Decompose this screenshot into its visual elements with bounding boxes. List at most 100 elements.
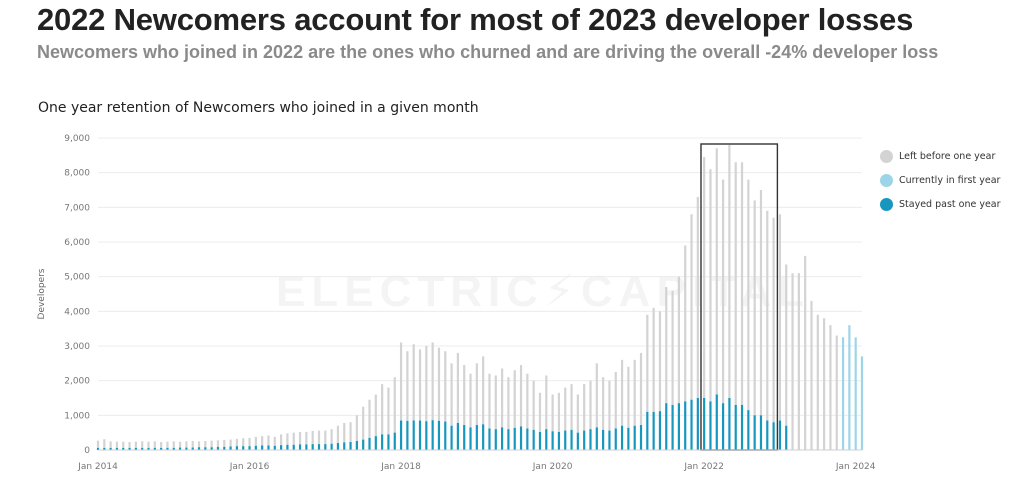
bar-stayed-past-one-year bbox=[513, 427, 516, 450]
bar-left-before-one-year bbox=[178, 441, 182, 448]
bar-stayed-past-one-year bbox=[608, 430, 611, 450]
bar-stayed-past-one-year bbox=[721, 403, 725, 450]
bar-left-before-one-year bbox=[305, 431, 308, 445]
bar-left-before-one-year bbox=[248, 437, 251, 447]
bar-current-in-first-year bbox=[848, 325, 851, 450]
bar-left-before-one-year bbox=[804, 255, 807, 450]
bar-stayed-past-one-year bbox=[210, 447, 213, 450]
bar-left-before-one-year bbox=[576, 394, 579, 433]
bar-stayed-past-one-year bbox=[343, 442, 346, 450]
bar-left-before-one-year bbox=[791, 273, 794, 450]
bar-left-before-one-year bbox=[229, 439, 232, 447]
bar-stayed-past-one-year bbox=[551, 431, 554, 450]
bar-stayed-past-one-year bbox=[576, 432, 579, 450]
bar-left-before-one-year bbox=[216, 440, 220, 447]
bar-left-before-one-year bbox=[235, 438, 239, 447]
bar-stayed-past-one-year bbox=[690, 399, 693, 450]
bar-left-before-one-year bbox=[829, 325, 832, 450]
bar-stayed-past-one-year bbox=[412, 420, 415, 450]
chart-title: One year retention of Newcomers who join… bbox=[38, 100, 479, 116]
bar-left-before-one-year bbox=[570, 384, 573, 430]
bar-left-before-one-year bbox=[677, 276, 680, 404]
bar-stayed-past-one-year bbox=[444, 421, 447, 450]
bar-stayed-past-one-year bbox=[652, 411, 655, 450]
bar-left-before-one-year bbox=[355, 415, 358, 441]
bar-stayed-past-one-year bbox=[330, 443, 333, 450]
bar-left-before-one-year bbox=[475, 363, 478, 426]
bar-left-before-one-year bbox=[595, 363, 598, 428]
bar-left-before-one-year bbox=[488, 373, 491, 429]
bar-stayed-past-one-year bbox=[197, 447, 201, 450]
bar-stayed-past-one-year bbox=[494, 429, 497, 450]
bar-left-before-one-year bbox=[374, 394, 377, 437]
bar-stayed-past-one-year bbox=[684, 401, 687, 450]
bar-left-before-one-year bbox=[362, 406, 365, 440]
bar-left-before-one-year bbox=[652, 307, 655, 412]
legend-label-left: Left before one year bbox=[899, 150, 996, 162]
bar-left-before-one-year bbox=[134, 441, 137, 448]
bar-left-before-one-year bbox=[450, 363, 453, 426]
bar-left-before-one-year bbox=[267, 435, 270, 446]
bar-stayed-past-one-year bbox=[305, 444, 308, 450]
bar-left-before-one-year bbox=[425, 346, 428, 422]
bar-current-in-first-year bbox=[841, 337, 845, 450]
bar-left-before-one-year bbox=[103, 439, 106, 448]
bar-stayed-past-one-year bbox=[185, 447, 188, 450]
bar-left-before-one-year bbox=[766, 210, 769, 421]
chart-legend: Left before one year Currently in first … bbox=[880, 144, 1001, 216]
bar-left-before-one-year bbox=[418, 349, 422, 421]
bar-left-before-one-year bbox=[747, 179, 750, 411]
bar-stayed-past-one-year bbox=[122, 447, 125, 450]
bar-left-before-one-year bbox=[545, 375, 548, 430]
bar-stayed-past-one-year bbox=[153, 447, 156, 450]
bar-stayed-past-one-year bbox=[248, 446, 251, 450]
bar-stayed-past-one-year bbox=[109, 447, 112, 450]
bar-stayed-past-one-year bbox=[665, 403, 668, 450]
bar-left-before-one-year bbox=[324, 430, 327, 445]
bar-stayed-past-one-year bbox=[463, 425, 466, 450]
bar-left-before-one-year bbox=[778, 214, 782, 421]
bar-left-before-one-year bbox=[583, 384, 586, 431]
bar-stayed-past-one-year bbox=[267, 445, 270, 450]
bar-stayed-past-one-year bbox=[532, 429, 535, 450]
bar-stayed-past-one-year bbox=[204, 447, 207, 450]
bar-left-before-one-year bbox=[387, 387, 390, 435]
bar-stayed-past-one-year bbox=[614, 428, 617, 450]
y-tick-label: 1,000 bbox=[64, 411, 90, 421]
x-tick-label: Jan 2024 bbox=[835, 462, 876, 472]
x-tick-label: Jan 2018 bbox=[380, 462, 421, 472]
bar-stayed-past-one-year bbox=[216, 446, 220, 450]
bar-left-before-one-year bbox=[172, 441, 175, 448]
y-tick-label: 6,000 bbox=[64, 238, 90, 248]
highlight-2022-box bbox=[700, 143, 779, 451]
bar-left-before-one-year bbox=[665, 287, 668, 404]
bar-left-before-one-year bbox=[456, 352, 460, 423]
bar-stayed-past-one-year bbox=[324, 444, 327, 450]
bar-stayed-past-one-year bbox=[96, 447, 100, 450]
bar-stayed-past-one-year bbox=[254, 445, 257, 450]
bar-stayed-past-one-year bbox=[235, 446, 239, 450]
bar-stayed-past-one-year bbox=[538, 431, 542, 450]
bar-stayed-past-one-year bbox=[425, 421, 428, 450]
bar-left-before-one-year bbox=[368, 399, 371, 438]
legend-swatch-stayed bbox=[880, 197, 893, 211]
bar-stayed-past-one-year bbox=[658, 411, 662, 450]
bar-left-before-one-year bbox=[658, 311, 662, 412]
bar-left-before-one-year bbox=[406, 351, 409, 421]
bar-current-in-first-year bbox=[860, 356, 864, 450]
bar-left-before-one-year bbox=[703, 157, 706, 398]
bar-stayed-past-one-year bbox=[166, 447, 169, 450]
bar-left-before-one-year bbox=[797, 273, 800, 450]
bar-stayed-past-one-year bbox=[703, 398, 706, 450]
bar-stayed-past-one-year bbox=[728, 398, 731, 450]
bar-stayed-past-one-year bbox=[671, 404, 674, 450]
bar-left-before-one-year bbox=[431, 342, 434, 421]
bar-stayed-past-one-year bbox=[747, 410, 750, 450]
bar-stayed-past-one-year bbox=[545, 429, 548, 450]
bar-stayed-past-one-year bbox=[374, 436, 377, 450]
bar-stayed-past-one-year bbox=[368, 437, 371, 450]
bar-left-before-one-year bbox=[589, 380, 592, 430]
bar-stayed-past-one-year bbox=[115, 447, 119, 450]
bar-stayed-past-one-year bbox=[570, 429, 573, 450]
